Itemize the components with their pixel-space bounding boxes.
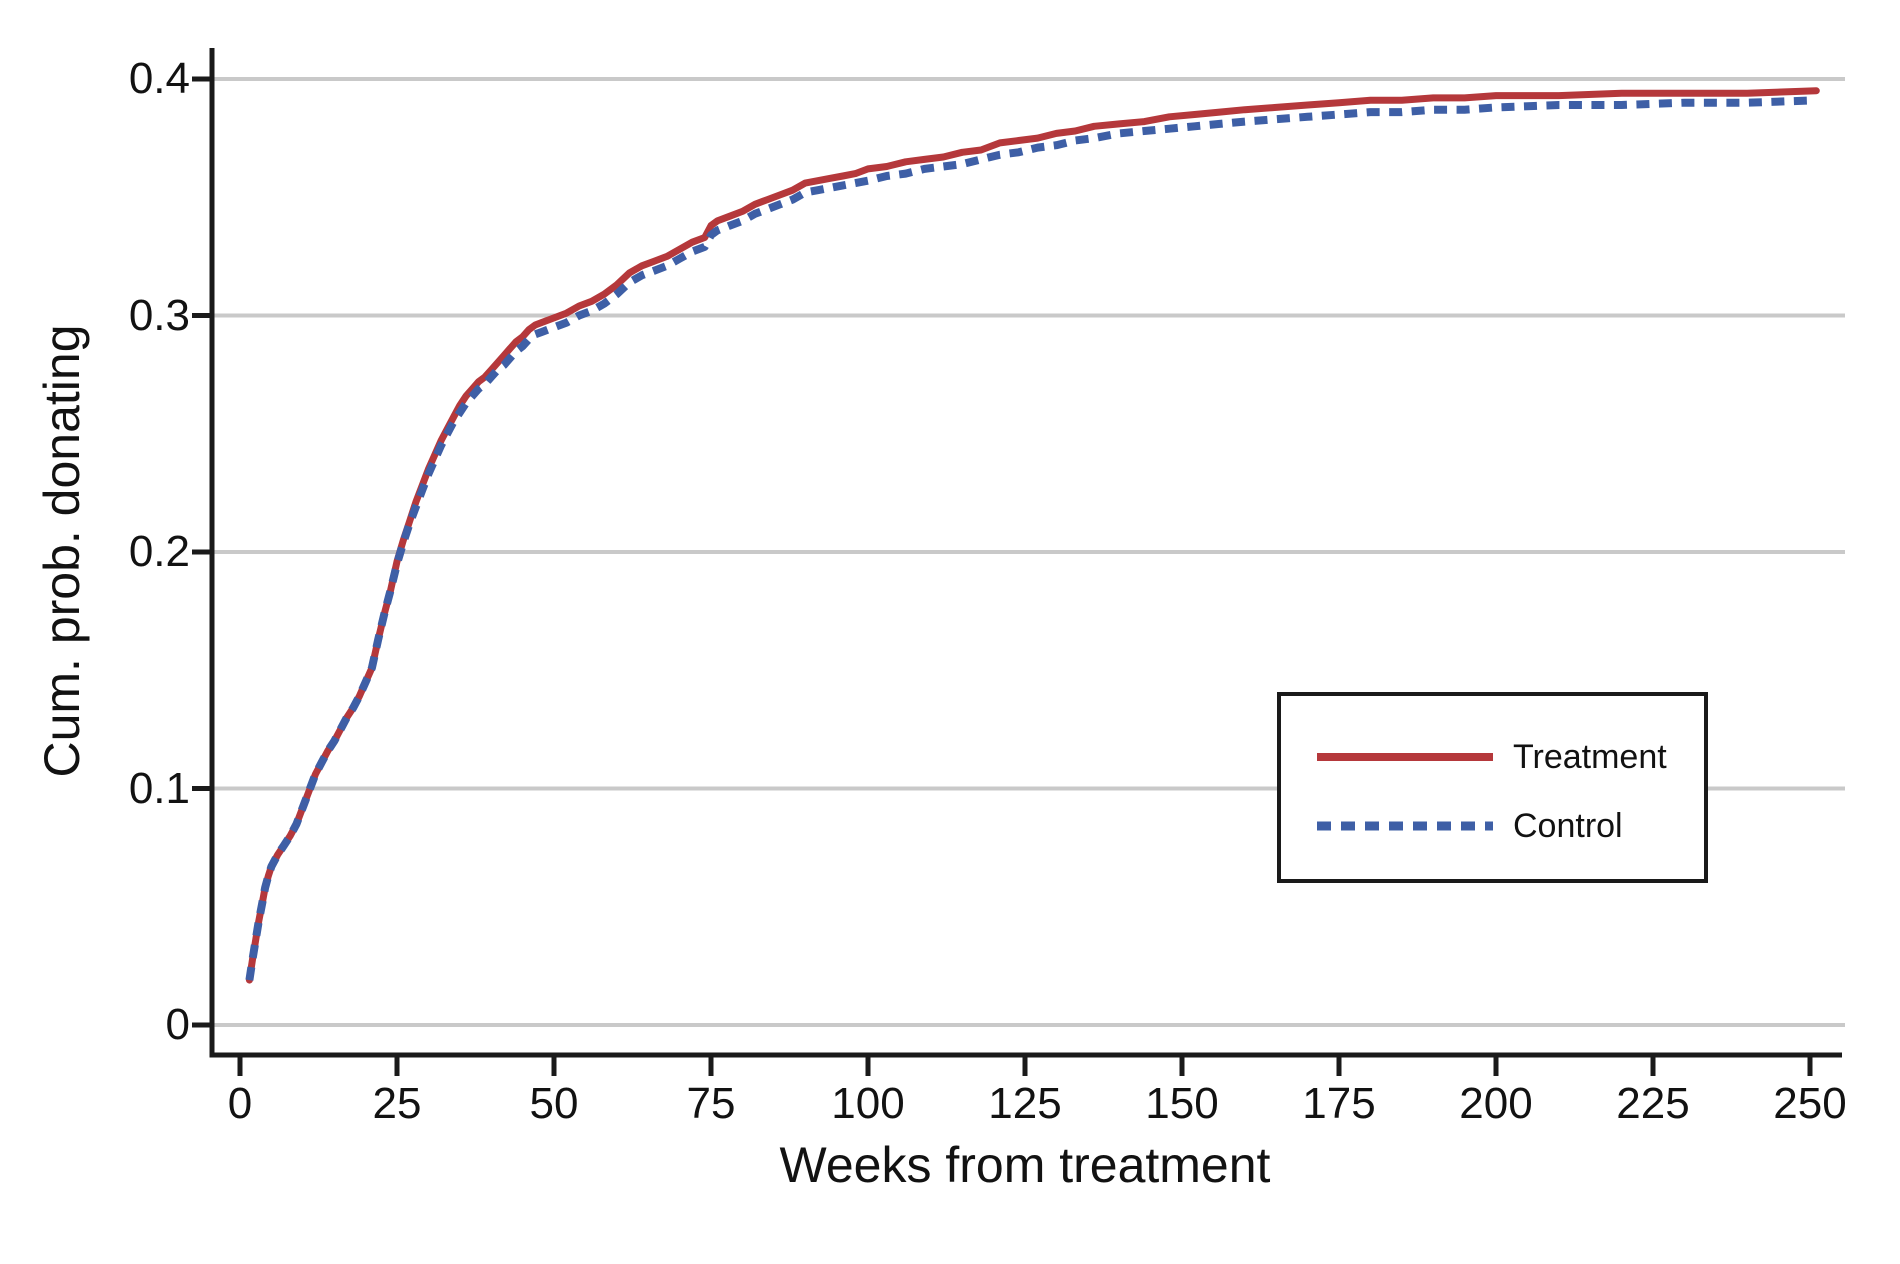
- legend-entry-treatment: Treatment: [1281, 733, 1704, 781]
- x-tick-label-0: 0: [227, 1079, 253, 1128]
- x-tick-label-100: 100: [831, 1079, 905, 1128]
- x-tick-label-250: 250: [1773, 1079, 1847, 1128]
- x-tick-label-25: 25: [372, 1079, 422, 1128]
- y-axis-title: Cum. prob. donating: [34, 324, 90, 778]
- control-line-sample: [1317, 821, 1493, 831]
- x-tick-label-125: 125: [988, 1079, 1062, 1128]
- legend-label-treatment: Treatment: [1513, 738, 1667, 776]
- x-tick-label-200: 200: [1459, 1079, 1533, 1128]
- legend-box: Treatment Control: [1277, 692, 1708, 883]
- series-line-treatment: [245, 87, 1820, 984]
- y-tick-label-0.1: 0.1: [128, 763, 190, 813]
- y-tick-label-0: 0: [165, 1000, 190, 1049]
- y-tick-label-0.2: 0.2: [128, 527, 190, 576]
- x-axis-title: Weeks from treatment: [779, 1137, 1271, 1193]
- y-tick-label-0.4: 0.4: [128, 54, 190, 103]
- treatment-line-sample: [1317, 753, 1493, 761]
- x-tick-label-150: 150: [1145, 1079, 1219, 1128]
- x-tick-label-50: 50: [529, 1079, 579, 1128]
- x-tick-label-225: 225: [1616, 1079, 1690, 1128]
- legend-entry-control: Control: [1281, 802, 1704, 850]
- x-tick-label-75: 75: [686, 1079, 736, 1128]
- legend-label-control: Control: [1513, 807, 1623, 845]
- y-tick-label-0.3: 0.3: [128, 290, 190, 340]
- x-tick-label-175: 175: [1302, 1079, 1376, 1128]
